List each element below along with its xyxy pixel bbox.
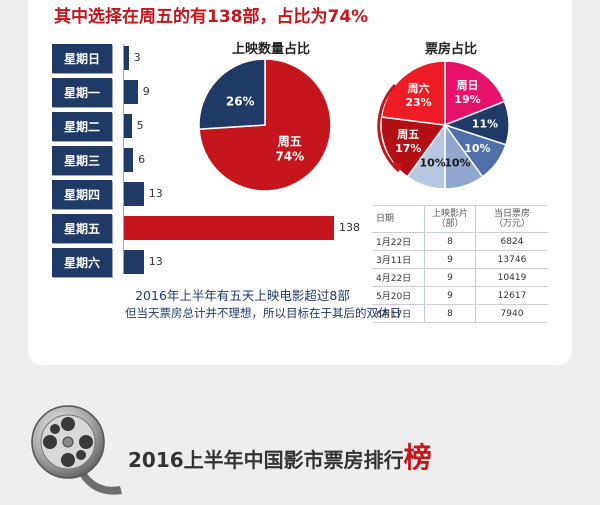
pie-slice [380, 116, 447, 178]
table-row: 1月22日 8 6824 [372, 232, 548, 251]
slice-value-label: 10% [464, 142, 490, 155]
bar [124, 216, 334, 240]
slice-value-label: 19% [454, 93, 480, 106]
bar-value-label: 138 [339, 221, 360, 234]
table-row: 4月22日 9 10419 [372, 268, 548, 287]
film-reel-icon [31, 405, 122, 495]
slice-value-label: 11% [472, 117, 498, 130]
slice-name-label: 周日 [456, 79, 478, 92]
table-row: 6月17日 8 7940 [372, 304, 548, 323]
pie-boxoffice-title: 票房占比 [425, 42, 478, 57]
bar [124, 148, 134, 172]
table-cell: 9 [424, 268, 476, 287]
slice-name-label: 周五 [397, 128, 419, 141]
bar [124, 182, 144, 206]
bar-value-label: 5 [136, 119, 144, 132]
table-cell: 8 [424, 304, 476, 323]
slice-name-label: 周六 [408, 81, 430, 95]
table-cell: 9 [424, 250, 476, 269]
table-cell: 10419 [475, 268, 548, 287]
table-cell: 12617 [475, 286, 548, 305]
day-label: 星期一 [52, 78, 112, 107]
day-label: 星期日 [52, 44, 112, 73]
bar [124, 80, 138, 104]
arrow-curve [377, 83, 400, 173]
bar [124, 250, 144, 274]
slice-value-label: 74% [275, 149, 304, 163]
pie-count-title: 上映数量占比 [232, 42, 311, 57]
footer-title: 2016上半年中国影市票房排行榜 [128, 436, 432, 476]
day-label: 星期五 [52, 214, 112, 243]
table-cell: 7940 [475, 304, 548, 323]
day-label: 星期三 [52, 146, 112, 175]
pie-slice [380, 60, 446, 126]
bar-value-label: 9 [142, 85, 150, 98]
table-column-header: 当日票房 （万元） [475, 205, 548, 233]
bar [124, 46, 129, 70]
table-cell: 5月20日 [372, 286, 425, 305]
table-cell: 3月11日 [372, 250, 425, 269]
slice-value-label: 10% [444, 157, 470, 170]
day-label: 星期二 [52, 112, 112, 141]
annotation-line-2: 但当天票房总计并不理想，所以目标在于其后的双休日 [125, 306, 401, 320]
slice-value-label: 17% [395, 142, 421, 155]
box-office-table: 日期 上映影片 （部） 当日票房 （万元） 1月22日 8 6824 3月11日 9 1374… [372, 205, 548, 323]
day-label: 星期四 [52, 180, 112, 209]
bar-value-label: 13 [148, 255, 163, 268]
table-column-header: 上映影片 （部） [424, 205, 476, 233]
headline: 其中选择在周五的有138部，占比为74% [54, 7, 369, 27]
day-label: 星期六 [52, 248, 112, 277]
bar-axis [123, 44, 124, 274]
footer-title-accent: 榜 [403, 441, 432, 474]
annotation-line-1: 2016年上半年有五天上映电影超过8部 [135, 288, 350, 303]
table-column-header: 日期 [372, 205, 425, 233]
table-cell: 9 [424, 286, 476, 305]
table-cell: 6824 [475, 232, 548, 251]
slice-value-label: 10% [419, 157, 445, 170]
slice-value-label: 26% [226, 95, 255, 109]
table-cell: 1月22日 [372, 232, 425, 251]
table-cell: 6月17日 [372, 304, 425, 323]
table-row: 3月11日 9 13746 [372, 250, 548, 269]
table-header: 日期 上映影片 （部） 当日票房 （万元） [372, 205, 548, 233]
bar [124, 114, 132, 138]
table-cell: 13746 [475, 250, 548, 269]
bar-value-label: 3 [133, 51, 141, 64]
pie-slice [198, 58, 266, 130]
table-cell: 4月22日 [372, 268, 425, 287]
slice-name-label: 周五 [278, 134, 302, 148]
slice-value-label: 23% [405, 96, 431, 109]
bar-value-label: 6 [138, 153, 146, 166]
table-row: 5月20日 9 12617 [372, 286, 548, 305]
table-cell: 8 [424, 232, 476, 251]
pie-slice [444, 60, 506, 127]
bar-annotation: 2016年上半年有五天上映电影超过8部 但当天票房总计并不理想，所以目标在于其后… [125, 285, 401, 321]
bar-value-label: 13 [148, 187, 163, 200]
footer-title-text: 2016上半年中国影市票房排行 [128, 448, 404, 472]
arrow-head [391, 163, 403, 171]
